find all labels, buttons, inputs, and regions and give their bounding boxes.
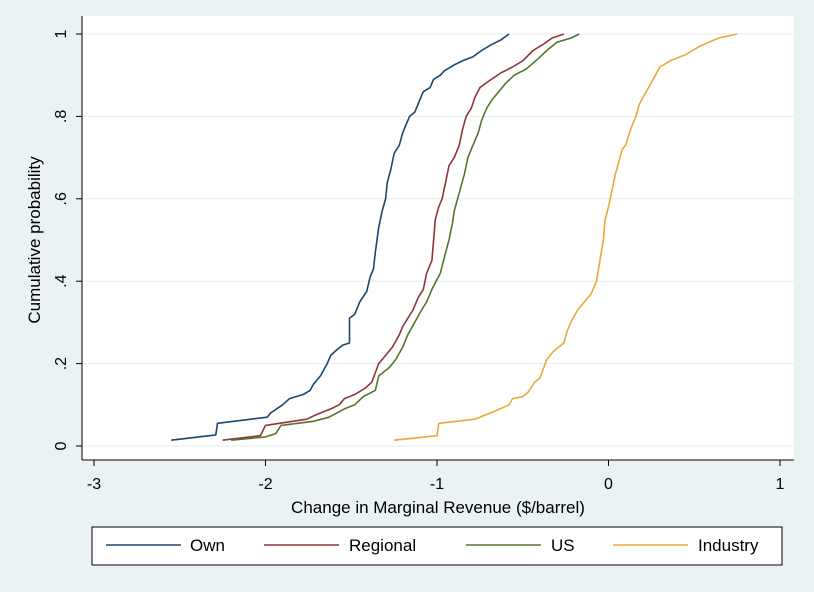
y-tick-label: .4 <box>53 274 70 287</box>
legend-label-us: US <box>551 536 575 555</box>
y-axis-title: Cumulative probability <box>25 156 44 324</box>
legend-label-own: Own <box>190 536 225 555</box>
y-tick-label: 0 <box>53 441 70 450</box>
series-lines <box>171 33 738 441</box>
legend-label-regional: Regional <box>349 536 416 555</box>
y-tick-label: .2 <box>53 357 70 370</box>
x-tick-label: -1 <box>430 476 444 493</box>
series-line-regional <box>222 33 565 441</box>
y-tick-label: 1 <box>53 29 70 38</box>
series-line-us <box>231 33 580 441</box>
series-line-industry <box>394 33 738 441</box>
axis-ticks: 0 .2 .4 .6 .8 1 -3 -2 -1 0 1 <box>53 29 785 493</box>
y-tick-label: .8 <box>53 110 70 123</box>
series-line-own <box>171 33 510 441</box>
x-tick-label: 0 <box>604 476 613 493</box>
legend: Own Regional US Industry <box>106 536 759 555</box>
y-tick-label: .6 <box>53 192 70 205</box>
grid-lines <box>82 33 794 447</box>
plot-area <box>82 16 794 460</box>
x-tick-label: 1 <box>776 476 785 493</box>
legend-label-industry: Industry <box>698 536 759 555</box>
x-tick-label: -2 <box>258 476 272 493</box>
x-tick-label: -3 <box>87 476 101 493</box>
x-axis-title: Change in Marginal Revenue ($/barrel) <box>291 498 585 517</box>
legend-box <box>91 526 783 566</box>
